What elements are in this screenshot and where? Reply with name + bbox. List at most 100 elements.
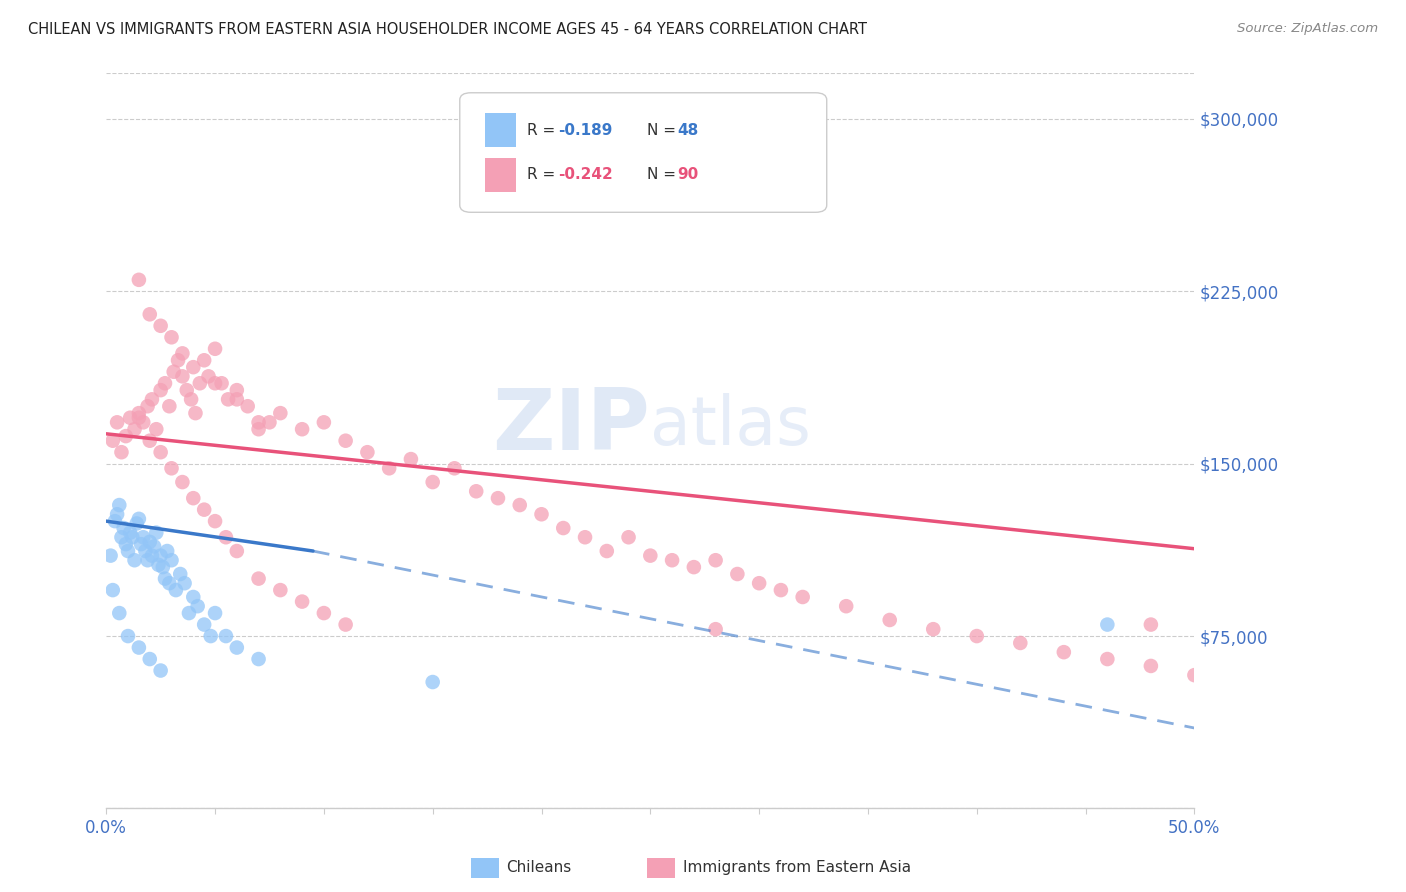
Point <box>153 572 176 586</box>
Point <box>128 640 150 655</box>
Point <box>486 491 509 505</box>
Text: R =: R = <box>527 168 561 182</box>
Point <box>1140 617 1163 632</box>
Text: 48: 48 <box>678 123 699 137</box>
Point <box>835 599 858 614</box>
Point <box>596 544 619 558</box>
Point <box>128 512 150 526</box>
Point <box>291 594 314 608</box>
Point <box>704 553 727 567</box>
Point <box>153 376 176 391</box>
Point <box>120 525 142 540</box>
Point <box>247 415 270 429</box>
Point <box>188 376 211 391</box>
Point <box>259 415 281 429</box>
Point <box>160 461 183 475</box>
Point <box>172 475 194 489</box>
Point <box>134 544 156 558</box>
Point <box>269 406 291 420</box>
Point <box>215 530 238 544</box>
Point <box>136 399 159 413</box>
Point <box>128 410 150 425</box>
Point <box>139 652 162 666</box>
Point <box>291 422 314 436</box>
Point <box>180 392 202 407</box>
Point <box>108 606 131 620</box>
Point <box>110 530 132 544</box>
Point <box>879 613 901 627</box>
Point <box>725 567 748 582</box>
Point <box>125 516 148 531</box>
Point <box>215 629 238 643</box>
Point <box>225 640 247 655</box>
Point <box>443 461 465 475</box>
Point <box>114 537 136 551</box>
Point <box>200 629 222 643</box>
Point <box>966 629 988 643</box>
Point <box>225 544 247 558</box>
Point <box>509 498 531 512</box>
Point <box>139 307 162 321</box>
Point <box>149 318 172 333</box>
Text: R =: R = <box>527 123 561 137</box>
Point <box>120 410 142 425</box>
Point <box>769 583 792 598</box>
Point <box>312 606 335 620</box>
Point <box>117 544 139 558</box>
Point <box>204 514 226 528</box>
Point <box>172 346 194 360</box>
Point <box>217 392 239 407</box>
Point <box>211 376 233 391</box>
Point <box>204 376 226 391</box>
Point <box>204 342 226 356</box>
Point <box>617 530 640 544</box>
Point <box>149 445 172 459</box>
Point <box>124 422 146 436</box>
Point <box>1097 652 1119 666</box>
Point <box>193 502 215 516</box>
Point <box>105 415 128 429</box>
Point <box>157 399 180 413</box>
Point <box>197 369 219 384</box>
Point <box>661 553 683 567</box>
Point <box>104 514 127 528</box>
Point <box>108 498 131 512</box>
Point <box>152 560 174 574</box>
Point <box>1184 668 1206 682</box>
Point <box>129 537 152 551</box>
Point <box>160 553 183 567</box>
Point <box>110 445 132 459</box>
Text: Chileans: Chileans <box>506 860 571 874</box>
Point <box>225 392 247 407</box>
Text: N =: N = <box>647 123 681 137</box>
Point <box>312 415 335 429</box>
Point <box>356 445 378 459</box>
Point <box>247 422 270 436</box>
Point <box>177 606 200 620</box>
Point <box>193 617 215 632</box>
Point <box>184 406 207 420</box>
Point <box>145 525 167 540</box>
Point <box>149 383 172 397</box>
Point <box>247 572 270 586</box>
Point <box>141 392 163 407</box>
Point <box>148 558 170 572</box>
Point <box>156 544 179 558</box>
Text: -0.189: -0.189 <box>558 123 613 137</box>
Point <box>167 353 190 368</box>
Point <box>422 475 444 489</box>
Point <box>247 652 270 666</box>
Point <box>117 629 139 643</box>
Point <box>922 622 945 636</box>
Text: ZIP: ZIP <box>492 384 651 467</box>
Point <box>225 383 247 397</box>
Point <box>157 576 180 591</box>
Point <box>145 422 167 436</box>
Point <box>136 553 159 567</box>
Text: Source: ZipAtlas.com: Source: ZipAtlas.com <box>1237 22 1378 36</box>
Point <box>128 273 150 287</box>
Point <box>187 599 209 614</box>
Point <box>101 583 124 598</box>
Point <box>422 675 444 690</box>
Point <box>181 360 204 375</box>
